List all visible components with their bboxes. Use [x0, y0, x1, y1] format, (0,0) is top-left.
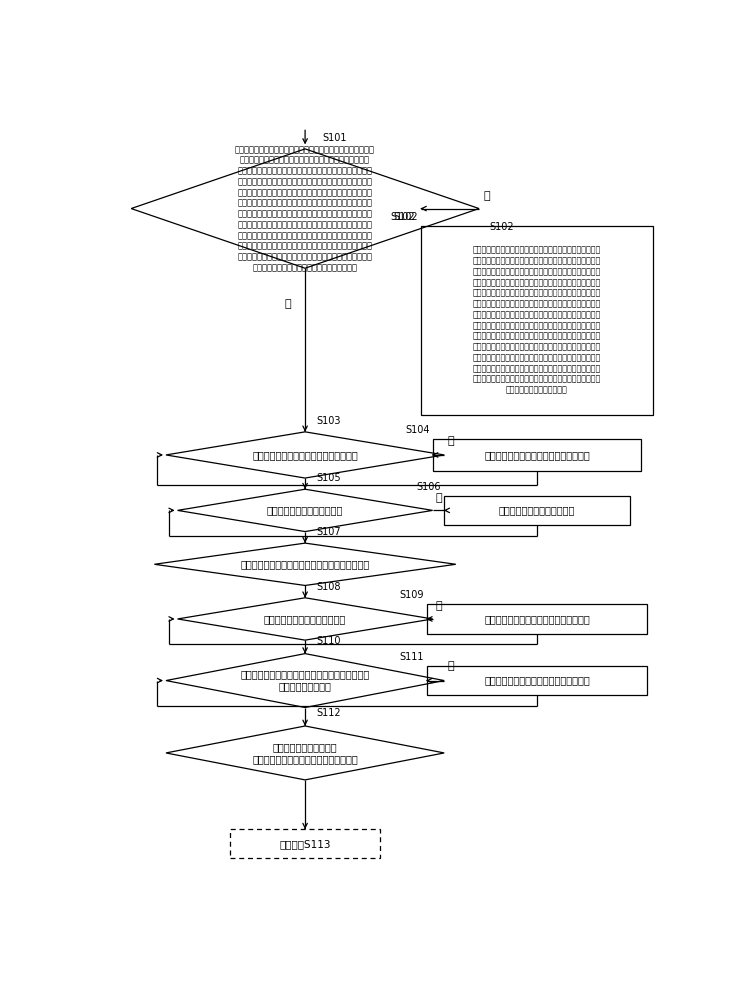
- Text: 所述直流密封油泵是否已启动: 所述直流密封油泵是否已启动: [267, 505, 343, 515]
- Text: S102: S102: [390, 212, 415, 222]
- Text: 进入步骤S113: 进入步骤S113: [279, 839, 331, 849]
- Text: S112: S112: [316, 708, 341, 718]
- Text: 延时是否达到预设时间，
且氢侧贮油箱的液位介于第三预设范围内: 延时是否达到预设时间， 且氢侧贮油箱的液位介于第三预设范围内: [252, 742, 358, 764]
- Text: 是否第一及第二空侧交流密封油泵的入口、出口电动门均已开，
且空侧供油母管电动门已开，且主油氢差压调节阀的入口及
出口电动门已开，且主油氢差压调节阀旁路电动门已关: 是否第一及第二空侧交流密封油泵的入口、出口电动门均已开， 且空侧供油母管电动门已…: [235, 145, 375, 272]
- Text: 发出启动直流密封油泵的指令: 发出启动直流密封油泵的指令: [499, 505, 575, 515]
- Text: S108: S108: [316, 582, 341, 592]
- Text: 是否直流密封油泵的出口电动门已开，且油氢差压
介于第二预设范围内: 是否直流密封油泵的出口电动门已开，且油氢差压 介于第二预设范围内: [240, 670, 370, 692]
- Text: 是: 是: [285, 299, 292, 309]
- Text: S104: S104: [405, 425, 429, 435]
- Text: S106: S106: [417, 482, 441, 492]
- Text: S102: S102: [393, 212, 418, 222]
- Text: 发出开启第一及第二空侧交流密封油泵的入口电动门、出口电
动门的指令，及开启空侧供油母管电动门的指令，及开启主油
氢差压调节阀入口及出口电动门的指令，及关闭主油氢: 发出开启第一及第二空侧交流密封油泵的入口电动门、出口电 动门的指令，及开启空侧供…: [473, 246, 601, 395]
- Text: 所述直流密封油泵的出口电动门是否已关: 所述直流密封油泵的出口电动门是否已关: [252, 450, 358, 460]
- Text: S111: S111: [399, 652, 424, 662]
- Text: S101: S101: [322, 133, 347, 143]
- Text: 发出开启直流密封油泵出口电动门的指令: 发出开启直流密封油泵出口电动门的指令: [484, 676, 590, 686]
- Text: 否: 否: [435, 493, 442, 503]
- Text: 否: 否: [447, 661, 454, 671]
- Text: S107: S107: [316, 527, 341, 537]
- Text: 否: 否: [435, 601, 442, 611]
- Text: 否: 否: [447, 436, 454, 446]
- Text: 发出将备用油氢差压调节阀投自动的指令: 发出将备用油氢差压调节阀投自动的指令: [484, 614, 590, 624]
- Text: 否: 否: [484, 191, 490, 201]
- Text: S103: S103: [316, 416, 341, 426]
- Text: S102: S102: [489, 222, 514, 232]
- Text: S109: S109: [399, 590, 424, 600]
- Text: 备用油氢差压调节阀是否投自动: 备用油氢差压调节阀是否投自动: [264, 614, 346, 624]
- Text: S105: S105: [316, 473, 341, 483]
- Text: 发出关闭直流密封油泵出口电动门的指令: 发出关闭直流密封油泵出口电动门的指令: [484, 450, 590, 460]
- Text: S110: S110: [316, 636, 341, 646]
- Text: 直流密封油泵的出口压力是否介于第一预设范围内: 直流密封油泵的出口压力是否介于第一预设范围内: [240, 559, 370, 569]
